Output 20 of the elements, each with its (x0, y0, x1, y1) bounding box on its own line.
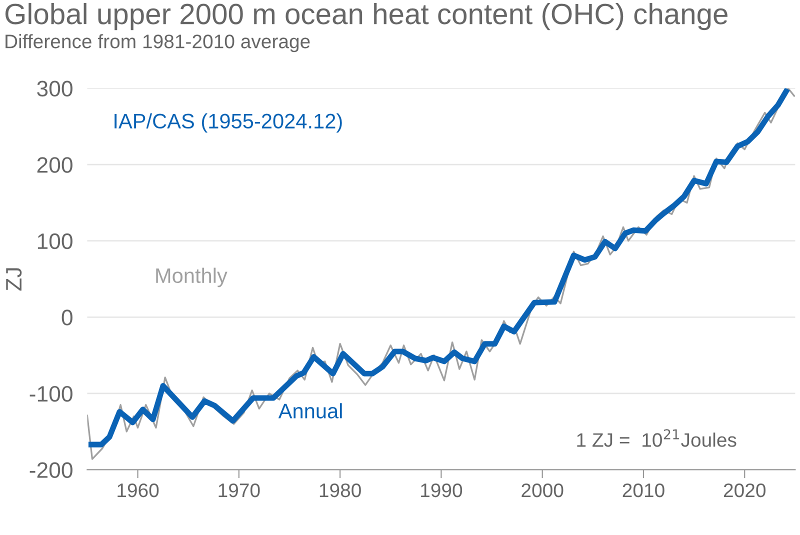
y-tick-label: -200 (30, 462, 72, 478)
x-tick-label: 1970 (218, 483, 260, 498)
x-tick-label: 1980 (320, 483, 361, 498)
x-tick-label: 2000 (522, 483, 564, 498)
x-tick-label: 1960 (118, 483, 159, 498)
text: Monthly (156, 268, 228, 288)
chart-title: Global upper 2000 m ocean heat content (OHC) change (5, 2, 728, 30)
y-tick-label: 0 (62, 310, 72, 326)
annotation: IAP/CAS (1955-2024.12) (114, 113, 342, 133)
y-tick-label: 200 (37, 157, 72, 173)
chart-subtitle: Difference from 1981-2010 average (6, 34, 310, 52)
series-label: Annual (278, 403, 342, 418)
annotation: 1 ZJ = 10$^{21}$Joules (577, 429, 736, 447)
y-tick-label: -100 (30, 386, 72, 402)
x-tick-label: 1990 (421, 483, 462, 498)
x-tick-label: 2010 (622, 483, 664, 498)
y-tick-label: 100 (38, 233, 72, 250)
x-tick-label: 2020 (724, 483, 766, 498)
y-axis-title: ZJ (6, 268, 22, 291)
y-tick-label: 300 (37, 80, 72, 97)
